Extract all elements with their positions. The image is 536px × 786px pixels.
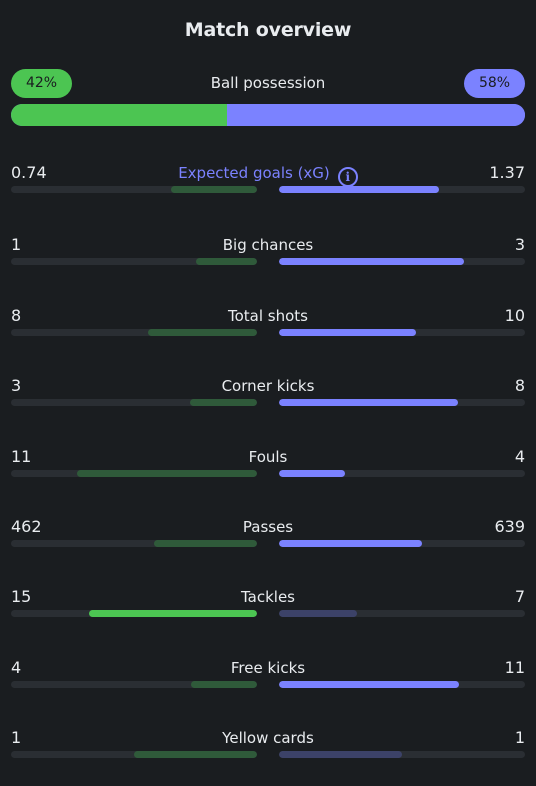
away-stat-fill <box>279 751 402 758</box>
possession-row: Ball possession 42% 58% <box>11 69 525 98</box>
away-stat-fill <box>279 186 439 193</box>
stat-label: Big chances <box>11 234 525 256</box>
home-stat-bar <box>11 329 257 336</box>
away-value: 1.37 <box>489 163 525 182</box>
away-stat-bar <box>279 540 525 547</box>
away-stat-fill <box>279 329 416 336</box>
home-stat-fill <box>76 470 257 477</box>
home-value: 1 <box>11 235 22 254</box>
stat-label-text: Yellow cards <box>222 729 314 747</box>
stat-label-text: Fouls <box>248 448 288 466</box>
home-stat-bar <box>11 540 257 547</box>
away-stat-fill <box>279 681 460 688</box>
home-stat-bar <box>11 610 257 617</box>
stat-label: Free kicks <box>11 657 525 679</box>
home-possession-badge: 42% <box>11 69 72 98</box>
home-stat-fill <box>170 186 257 193</box>
away-stat-bar <box>279 610 525 617</box>
home-stat-bar <box>11 681 257 688</box>
away-value: 7 <box>514 587 525 606</box>
stat-label: Passes <box>11 516 525 538</box>
home-stat-bar <box>11 399 257 406</box>
away-value: 1 <box>514 728 525 747</box>
home-stat-fill <box>89 610 257 617</box>
stat-label: Yellow cards <box>11 727 525 749</box>
home-stat-bar <box>11 751 257 758</box>
home-stat-fill <box>189 399 257 406</box>
away-value: 4 <box>514 447 525 466</box>
home-stat-fill <box>147 329 257 336</box>
away-stat-bar <box>279 751 525 758</box>
home-value: 11 <box>11 447 32 466</box>
away-value: 3 <box>514 235 525 254</box>
away-stat-bar <box>279 329 525 336</box>
stat-row-yellow-cards: 1 Yellow cards 1 <box>11 727 525 769</box>
stat-label: Tackles <box>11 586 525 608</box>
away-possession-badge: 58% <box>464 69 525 98</box>
info-icon[interactable]: i <box>337 167 358 187</box>
stat-row-corner-kicks: 3 Corner kicks 8 <box>11 375 525 417</box>
home-stat-fill <box>153 540 257 547</box>
away-value: 639 <box>494 517 525 536</box>
away-stat-bar <box>279 399 525 406</box>
stat-label-text: Free kicks <box>230 659 306 677</box>
stat-row-big-chances: 1 Big chances 3 <box>11 234 525 276</box>
home-value: 8 <box>11 306 22 325</box>
possession-label: Ball possession <box>210 74 326 92</box>
away-stat-fill <box>279 399 458 406</box>
away-stat-bar <box>279 470 525 477</box>
home-stat-fill <box>134 751 257 758</box>
home-stat-bar <box>11 258 257 265</box>
stat-row-fouls: 11 Fouls 4 <box>11 446 525 488</box>
stat-row-expected-goals-xg: 0.74 Expected goals (xG) i 1.37 <box>11 162 525 204</box>
away-value: 8 <box>514 376 525 395</box>
stat-label: Total shots <box>11 305 525 327</box>
stat-label-text: Total shots <box>228 307 308 325</box>
stat-label: Corner kicks <box>11 375 525 397</box>
home-value: 0.74 <box>11 163 47 182</box>
away-stat-fill <box>279 258 464 265</box>
stat-label-text: Tackles <box>240 588 296 606</box>
home-value: 3 <box>11 376 22 395</box>
home-value: 4 <box>11 658 22 677</box>
away-stat-bar <box>279 258 525 265</box>
home-value: 462 <box>11 517 42 536</box>
stat-row-tackles: 15 Tackles 7 <box>11 586 525 628</box>
stat-label: Fouls <box>11 446 525 468</box>
stat-label-text: Expected goals (xG) <box>178 164 330 182</box>
stat-label-text: Corner kicks <box>221 377 315 395</box>
home-value: 1 <box>11 728 22 747</box>
home-stat-bar <box>11 470 257 477</box>
stat-row-total-shots: 8 Total shots 10 <box>11 305 525 347</box>
away-stat-fill <box>279 540 422 547</box>
away-value: 10 <box>504 306 525 325</box>
away-possession-fill <box>226 104 525 126</box>
home-possession-fill <box>11 104 227 126</box>
stat-row-free-kicks: 4 Free kicks 11 <box>11 657 525 699</box>
stat-label-text: Big chances <box>222 236 314 254</box>
stat-label-text: Passes <box>242 518 294 536</box>
stat-row-passes: 462 Passes 639 <box>11 516 525 558</box>
away-stat-fill <box>279 470 345 477</box>
away-stat-bar <box>279 681 525 688</box>
away-stat-fill <box>279 610 358 617</box>
stat-label[interactable]: Expected goals (xG) i <box>11 162 525 187</box>
home-value: 15 <box>11 587 32 606</box>
home-stat-bar <box>11 186 257 193</box>
away-value: 11 <box>504 658 525 677</box>
home-stat-fill <box>195 258 257 265</box>
possession-bar <box>11 104 525 126</box>
home-stat-fill <box>191 681 257 688</box>
section-title: Match overview <box>184 19 352 41</box>
away-stat-bar <box>279 186 525 193</box>
